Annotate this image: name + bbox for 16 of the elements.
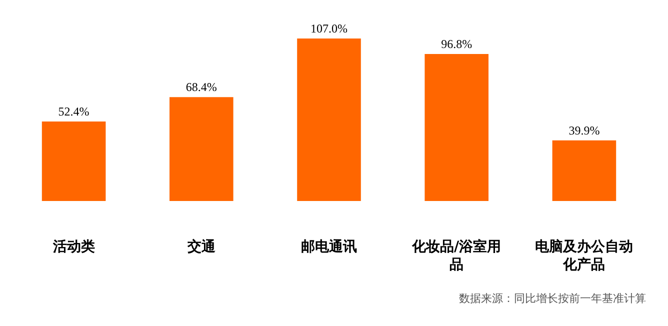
x-tick-label: 邮电通讯 [301, 238, 357, 255]
data-label: 107.0% [310, 22, 348, 36]
source-note: 数据来源：同比增长按前一年基准计算 [459, 292, 646, 305]
data-label: 68.4% [186, 80, 217, 94]
x-tick-label: 化妆品/浴室用品 [411, 238, 502, 274]
bar [42, 121, 106, 201]
data-label: 39.9% [568, 123, 600, 138]
x-tick-label: 交通 [186, 238, 216, 255]
data-label: 52.4% [58, 104, 90, 118]
bar [297, 38, 361, 201]
bar [552, 140, 616, 201]
x-tick-label: 活动类 [52, 239, 95, 255]
bar [424, 54, 488, 201]
x-tick-label: 电脑及办公自动化产品 [535, 238, 634, 274]
bar [170, 97, 234, 201]
data-label: 96.8% [441, 37, 472, 52]
